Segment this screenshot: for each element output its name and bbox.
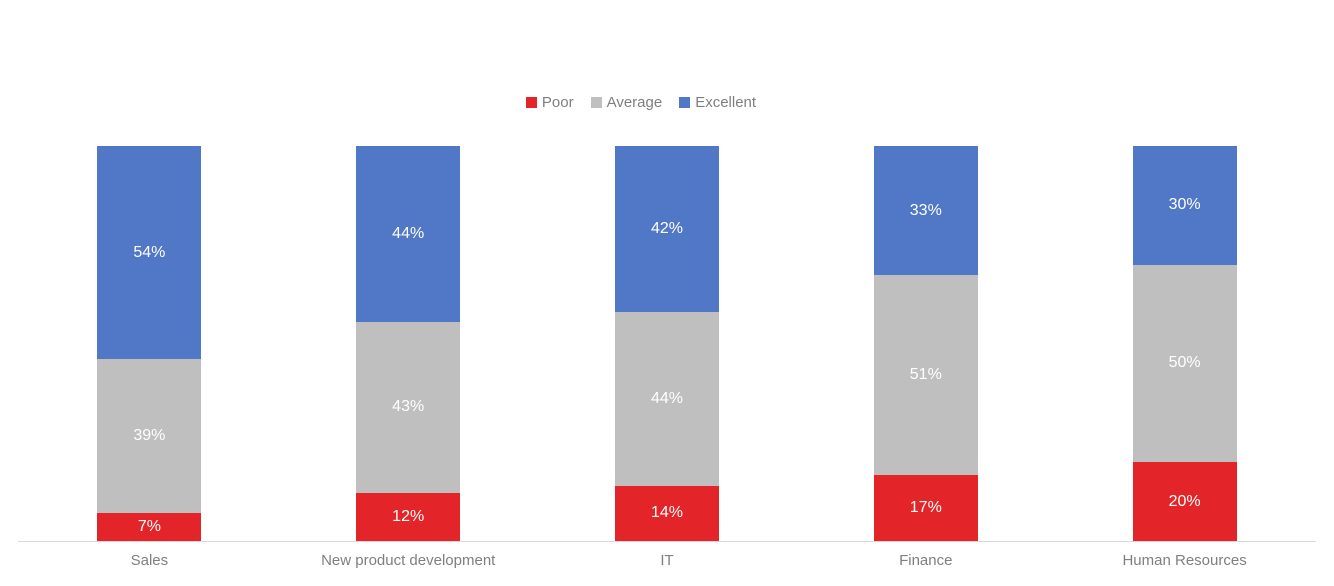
bar-segment-average: 43%: [356, 321, 461, 494]
data-label: 44%: [392, 224, 425, 242]
category-label: New product development: [321, 552, 496, 569]
legend-swatch-icon: [525, 96, 537, 108]
bar-segment-excellent: 44%: [356, 146, 461, 322]
data-label: 12%: [392, 508, 425, 526]
x-axis-labels: Sales New product development IT Finance Hum…: [20, 552, 1314, 569]
legend-swatch-icon: [590, 96, 602, 108]
legend-item-average: Average: [590, 93, 663, 111]
bar-stack: 44% 43% 12%: [356, 146, 461, 541]
bar-segment-average: 51%: [873, 275, 978, 475]
legend-label: Excellent: [695, 93, 757, 111]
bar-segment-poor: 7%: [97, 513, 202, 541]
data-label: 54%: [133, 243, 166, 261]
data-label: 43%: [392, 398, 425, 416]
bar-column: 42% 44% 14%: [538, 146, 797, 541]
data-label: 20%: [1168, 492, 1201, 510]
data-label: 33%: [909, 201, 942, 219]
category-label: Sales: [130, 552, 169, 569]
bar-segment-excellent: 54%: [97, 146, 202, 360]
bar-segment-poor: 12%: [356, 493, 461, 541]
plot-area: 54% 39% 7% 44% 43% 12% 42% 44% 14% 33% 51% 17% 30% 50…: [20, 146, 1314, 541]
data-label: 30%: [1168, 196, 1201, 214]
legend-swatch-icon: [679, 96, 691, 108]
data-label: 51%: [909, 365, 942, 383]
bar-stack: 42% 44% 14%: [614, 146, 719, 541]
bar-segment-average: 50%: [1132, 264, 1237, 462]
bar-segment-poor: 20%: [1132, 462, 1237, 541]
bar-segment-poor: 14%: [614, 485, 719, 541]
bar-column: 54% 39% 7%: [20, 146, 279, 541]
data-label: 17%: [909, 498, 942, 516]
bar-stack: 54% 39% 7%: [97, 146, 202, 541]
bar-stack: 33% 51% 17%: [873, 146, 978, 541]
bar-segment-average: 44%: [614, 311, 719, 486]
bar-column: 44% 43% 12%: [279, 146, 538, 541]
data-label: 39%: [133, 427, 166, 445]
bar-segment-excellent: 33%: [873, 146, 978, 276]
x-axis-line: [18, 541, 1316, 542]
bar-column: 30% 50% 20%: [1055, 146, 1314, 541]
bar-column: 33% 51% 17%: [796, 146, 1055, 541]
data-label: 14%: [650, 504, 683, 522]
legend-item-excellent: Excellent: [679, 94, 756, 111]
bar-segment-excellent: 42%: [614, 146, 719, 312]
legend-label: Average: [606, 93, 663, 111]
data-label: 42%: [650, 219, 683, 237]
bar-segment-poor: 17%: [873, 474, 978, 541]
bar-segment-excellent: 30%: [1132, 146, 1237, 265]
category-label: IT: [660, 552, 674, 569]
data-label: 44%: [650, 389, 683, 407]
category-label: Human Resources: [1122, 552, 1247, 569]
data-label: 50%: [1168, 354, 1201, 372]
legend-item-poor: Poor: [525, 93, 574, 111]
data-label: 7%: [137, 518, 161, 536]
category-label: Finance: [899, 552, 953, 569]
legend-label: Poor: [541, 93, 574, 111]
bar-segment-average: 39%: [97, 359, 202, 514]
bar-stack: 30% 50% 20%: [1132, 146, 1237, 541]
chart-legend: Poor Average Excellent: [0, 92, 1334, 112]
